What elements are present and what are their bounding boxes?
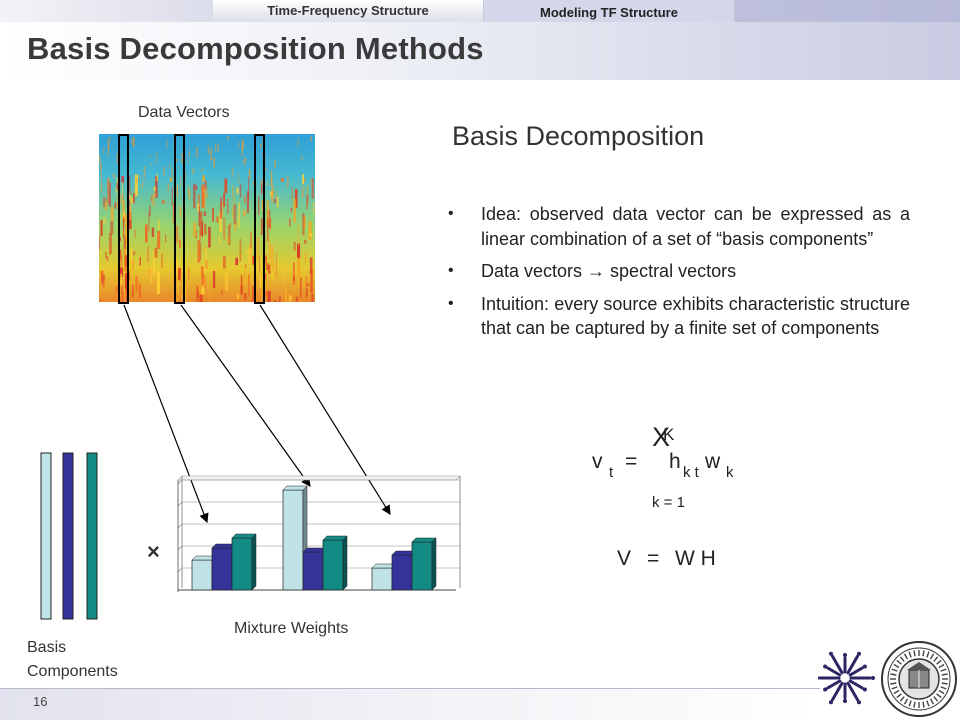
lhs-t: t [609, 464, 614, 481]
mixture-bar-top [322, 535, 348, 541]
data-vector-box-1 [118, 134, 129, 304]
bullet-item: • Data vectors → spectral vectors [448, 261, 737, 281]
mixture-bar-top [282, 485, 308, 491]
matrix-equation: V = W H [617, 547, 757, 577]
k-subscript: k [726, 464, 734, 481]
tab-modeling-tf-structure[interactable]: Modeling TF Structure [484, 0, 734, 24]
sum-symbol: X [652, 422, 671, 452]
mixture-bar [302, 551, 324, 591]
footer-bar [0, 688, 820, 720]
data-vectors-label: Data Vectors [138, 104, 230, 121]
basis-components-figure [40, 452, 98, 620]
mixture-bar-top [411, 537, 437, 543]
mixture-bar [322, 539, 344, 591]
mixture-bar [371, 567, 393, 591]
tab-time-frequency-structure[interactable]: Time-Frequency Structure [213, 0, 483, 24]
starburst-logo-icon [818, 651, 875, 705]
mixture-bar-side [431, 537, 437, 591]
slide-title: Basis Decomposition Methods [27, 31, 484, 66]
footer-divider [0, 688, 820, 689]
basis-components-label: Basis Components [27, 636, 118, 684]
mixture-bar [411, 541, 433, 591]
mixture-bar [211, 547, 233, 591]
bullet-item: • Idea: observed data vector can be expre… [448, 204, 910, 249]
mixture-bar-top [231, 533, 257, 539]
kt-subscript: k t [683, 464, 699, 481]
w-symbol: w [705, 450, 721, 473]
basis-vector-3 [86, 452, 98, 620]
summation-equation: X K v t = h k t w k k = 1 [592, 422, 792, 522]
lhs-v: v [592, 450, 603, 473]
mixture-weights-chart [177, 475, 461, 592]
mixture-bar [231, 537, 253, 591]
basis-label-line1: Basis [27, 639, 67, 656]
mixture-bar-side [251, 533, 257, 591]
data-vector-box-3 [254, 134, 265, 304]
matrix-v: V [617, 547, 632, 570]
basis-vector-1 [40, 452, 52, 620]
university-seal-icon [881, 641, 957, 717]
mixture-weights-label: Mixture Weights [234, 620, 349, 637]
mixture-bar [282, 489, 304, 591]
spectrogram-figure [99, 134, 315, 304]
bullet-list: • Idea: observed data vector can be expre… [446, 202, 910, 349]
sum-lower-limit: k = 1 [652, 494, 685, 511]
basis-vector-2 [62, 452, 74, 620]
basis-label-line2: Components [27, 663, 118, 680]
mixture-bar [191, 559, 213, 591]
spectrogram-image [99, 134, 315, 302]
matrix-wh: W H [675, 547, 716, 570]
mixture-bar [391, 554, 413, 591]
arrow-2 [180, 304, 311, 487]
section-subtitle: Basis Decomposition [452, 121, 705, 151]
matrix-equals: = [647, 547, 660, 570]
bullet-item: • Intuition: every source exhibits charac… [448, 293, 910, 339]
data-vector-box-2 [174, 134, 185, 304]
times-symbol: × [147, 539, 160, 564]
h-symbol: h [669, 450, 681, 473]
sum-upper-limit: K [663, 425, 675, 444]
equals-sign: = [625, 450, 638, 473]
page-number: 16 [33, 694, 48, 709]
mixture-bar-side [342, 535, 348, 591]
title-bar [0, 22, 960, 80]
